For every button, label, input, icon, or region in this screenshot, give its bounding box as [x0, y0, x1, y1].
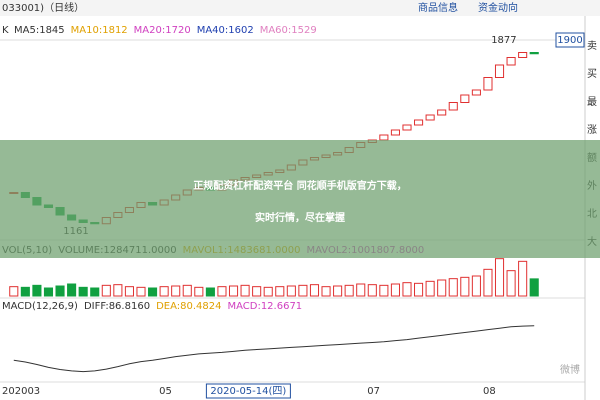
candle — [518, 52, 528, 58]
banner-text: 正规配资杠杆配资平台 同花顺手机版官方下载， — [193, 179, 406, 192]
macd-label: MACD:12.6671 — [227, 301, 302, 312]
ma-label: MA5:1845 — [14, 25, 65, 36]
volume-bar — [344, 284, 354, 297]
volume-bar — [414, 282, 424, 297]
y-tick-label: 1900 — [557, 35, 582, 46]
volume-bar — [460, 276, 470, 297]
candle — [402, 124, 412, 131]
volume-bar — [321, 286, 331, 297]
volume-bar — [298, 284, 308, 297]
volume-bar — [148, 287, 158, 297]
volume-bar — [437, 279, 447, 297]
candle — [437, 109, 447, 116]
candle — [529, 52, 539, 55]
indicator: K — [2, 25, 9, 36]
volume-bar — [240, 284, 250, 297]
candle — [414, 119, 424, 126]
volume-bar — [471, 275, 481, 297]
volume-bar — [448, 278, 458, 297]
volume-bar — [32, 284, 42, 297]
candle — [425, 114, 435, 121]
volume-bar — [113, 284, 123, 297]
candle — [448, 102, 458, 111]
volume-bar — [390, 283, 400, 297]
x-tick-label: 05 — [159, 386, 172, 397]
top-bar — [0, 0, 600, 16]
volume-bar — [425, 280, 435, 297]
volume-bar — [217, 286, 227, 297]
banner — [0, 140, 600, 258]
candle — [379, 134, 389, 141]
volume-bar — [494, 258, 505, 297]
volume-bar — [182, 284, 192, 297]
button[interactable]: 商品信息 — [418, 1, 458, 14]
candle — [471, 89, 481, 96]
volume-bar — [194, 286, 204, 297]
volume-bar — [367, 284, 377, 297]
watermark: 微博 — [560, 363, 580, 376]
volume-bar — [171, 285, 181, 297]
side-label: 最 — [587, 96, 597, 108]
volume-bar — [78, 286, 88, 297]
volume-bar — [518, 260, 528, 297]
volume-bar — [286, 285, 296, 297]
volume-bar — [506, 270, 516, 297]
volume-bar — [136, 286, 146, 297]
volume-bar — [483, 268, 493, 297]
volume-bar — [275, 286, 285, 297]
volume-bar — [379, 284, 389, 297]
side-label: 买 — [587, 68, 597, 80]
volume-bar — [101, 284, 111, 297]
volume-bar — [252, 286, 262, 297]
volume-bar — [90, 287, 100, 297]
button[interactable]: 资金动向 — [478, 1, 518, 14]
ma-label: MA40:1602 — [197, 25, 254, 36]
volume-bar — [529, 278, 539, 297]
macd-label: DIFF:86.8160 — [84, 301, 150, 312]
volume-bar — [309, 284, 320, 297]
volume-bar — [9, 286, 19, 297]
side-label: 涨 — [587, 124, 597, 136]
x-tick-label: 202003 — [2, 386, 40, 397]
ma-label: MA10:1812 — [71, 25, 128, 36]
volume-bar — [228, 285, 239, 297]
volume-bar — [124, 286, 134, 297]
x-tick-label: 2020-05-14(四) — [210, 386, 286, 397]
volume-bar — [333, 285, 343, 297]
volume-bar — [356, 283, 366, 297]
macd-label: DEA:80.4824 — [156, 301, 221, 312]
diff-line — [13, 325, 535, 373]
x-tick-label: 07 — [367, 386, 380, 397]
candle — [494, 64, 505, 78]
volume-bar — [159, 286, 169, 297]
x-tick-label: 08 — [483, 386, 496, 397]
candle — [460, 94, 470, 103]
side-label: 卖 — [587, 40, 597, 52]
candle — [390, 129, 400, 136]
volume-bar — [402, 282, 412, 297]
candle — [506, 57, 516, 66]
macd-label: MACD(12,26,9) — [2, 301, 78, 312]
ma-label: MA20:1720 — [134, 25, 191, 36]
volume-bar — [55, 285, 65, 297]
code: 033001)（日线） — [2, 1, 84, 14]
volume-bar — [263, 286, 273, 297]
price-box — [555, 32, 585, 48]
banner-text: 实时行情，尽在掌握 — [255, 211, 345, 224]
volume-bar — [67, 283, 77, 297]
ma-label: MA60:1529 — [260, 25, 317, 36]
candle — [483, 77, 493, 91]
volume-bar — [43, 287, 54, 297]
volume-bar — [205, 287, 215, 297]
price-annotation: 1877 — [491, 35, 516, 46]
volume-bar — [20, 286, 30, 297]
cursor-date-box — [205, 383, 291, 399]
